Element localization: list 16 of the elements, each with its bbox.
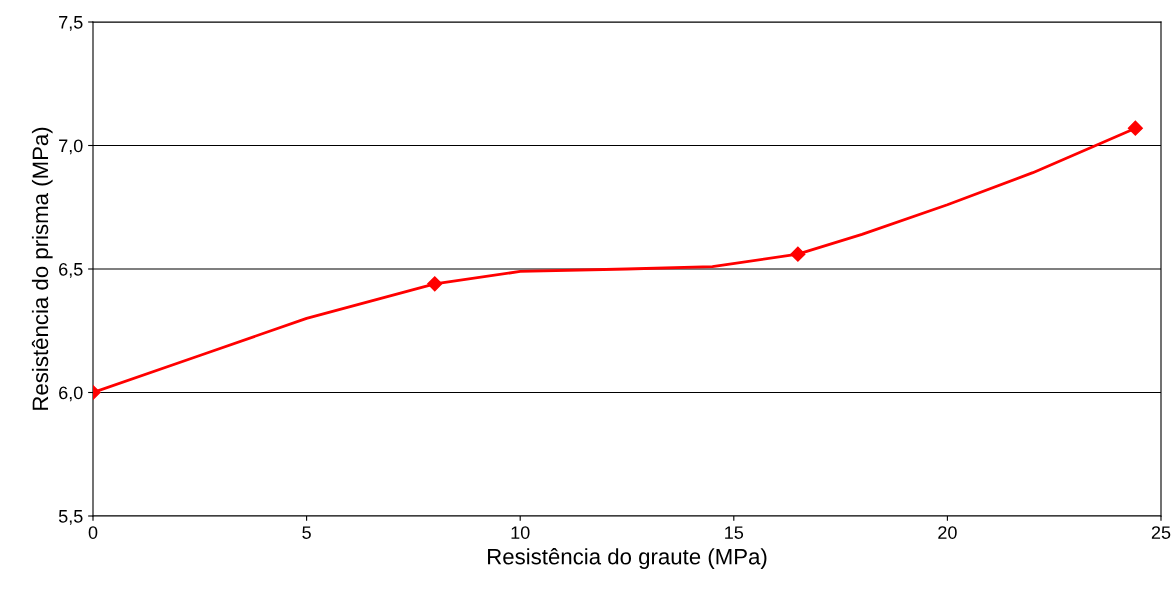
x-tick-label: 15 bbox=[725, 526, 744, 539]
x-tick-label: 0 bbox=[88, 526, 98, 539]
point bbox=[427, 276, 443, 292]
y-tick-label: 7,0 bbox=[59, 139, 83, 155]
y-axis-title: Resistência do prisma (MPa) bbox=[31, 127, 53, 410]
x-axis-title: Resistência do graute (MPa) bbox=[488, 548, 767, 569]
y-tick-label: 6,0 bbox=[59, 386, 83, 402]
x-tick-label: 20 bbox=[938, 526, 957, 539]
y-tick-label: 7,5 bbox=[59, 16, 83, 31]
y-tick-label: 5,5 bbox=[58, 510, 83, 525]
point bbox=[1127, 120, 1143, 136]
x-tick-label: 25 bbox=[1151, 526, 1171, 539]
point bbox=[790, 246, 806, 262]
y-tick-label: 6,5 bbox=[59, 262, 83, 278]
x-tick-label: 5 bbox=[302, 526, 311, 539]
x-tick-label: 10 bbox=[511, 526, 530, 539]
